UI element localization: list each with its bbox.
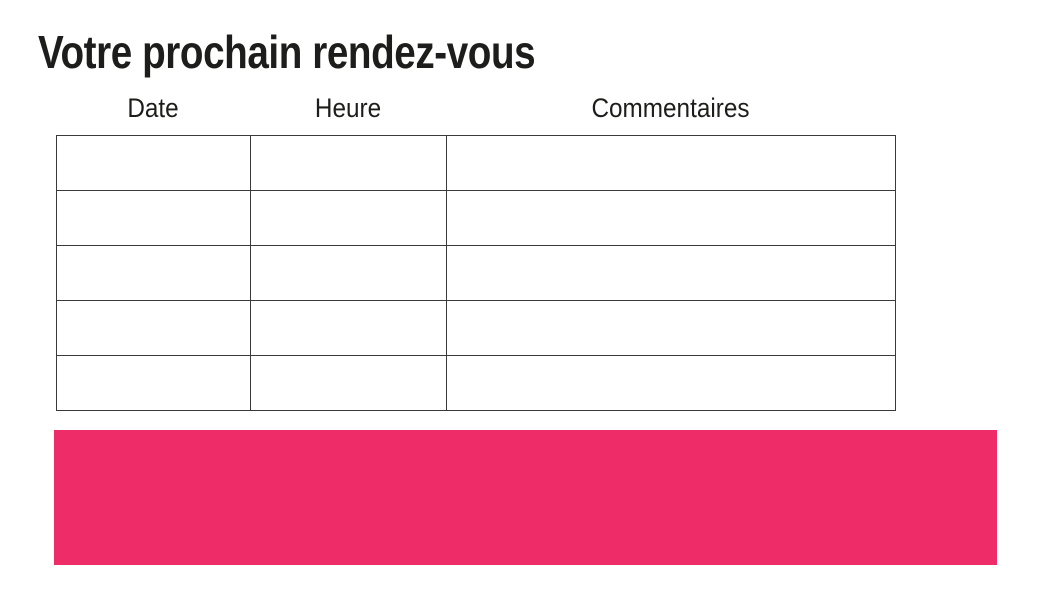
table-cell xyxy=(446,245,896,301)
table-header-row: Date Heure Commentaires xyxy=(56,95,895,122)
table-cell xyxy=(446,355,896,411)
table-cell xyxy=(446,190,896,246)
table-row xyxy=(56,355,896,411)
table-row xyxy=(56,245,896,301)
table-cell xyxy=(250,190,447,246)
table-cell xyxy=(446,135,896,191)
column-header-date: Date xyxy=(127,93,179,123)
table-row xyxy=(56,300,896,356)
table-cell xyxy=(56,190,251,246)
table-cell xyxy=(446,300,896,356)
table-cell xyxy=(56,245,251,301)
table-cell xyxy=(56,355,251,411)
column-header-commentaires: Commentaires xyxy=(591,93,750,123)
pink-banner xyxy=(54,430,997,565)
table-cell xyxy=(56,135,251,191)
table-cell xyxy=(56,300,251,356)
table-row xyxy=(56,190,896,246)
appointments-table xyxy=(56,135,896,411)
table-cell xyxy=(250,300,447,356)
column-header-heure: Heure xyxy=(314,93,382,123)
table-cell xyxy=(250,135,447,191)
page-title: Votre prochain rendez-vous xyxy=(38,26,536,78)
table-cell xyxy=(250,355,447,411)
table-cell xyxy=(250,245,447,301)
table-row xyxy=(56,135,896,191)
